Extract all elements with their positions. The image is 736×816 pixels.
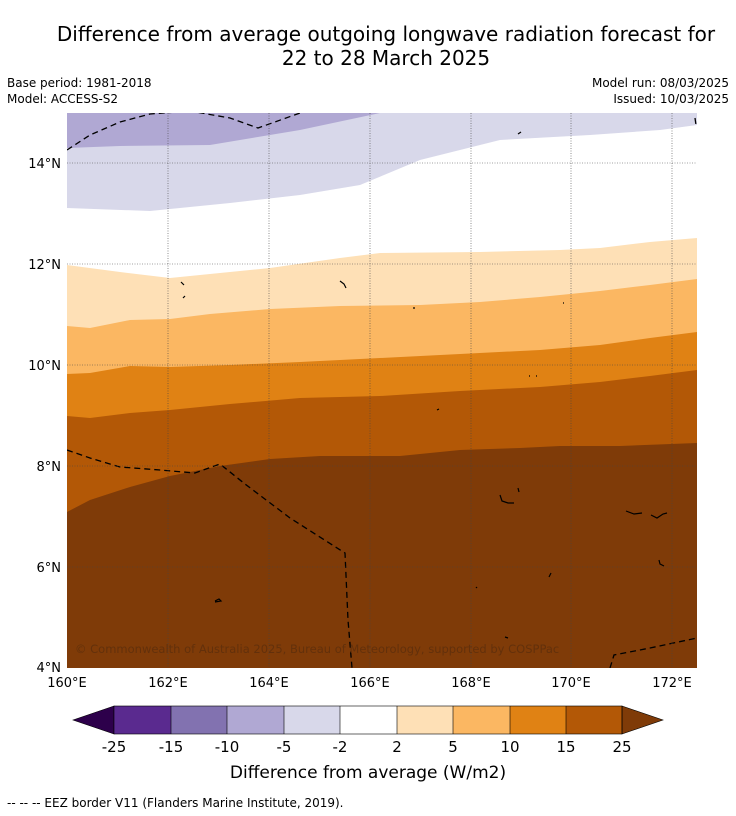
islands (180, 131, 668, 639)
colorbar-tick-label: 2 (392, 738, 402, 756)
band-above-25 (67, 443, 697, 668)
lat-tick-label: 4°N (37, 661, 62, 676)
lat-tick-label: 12°N (28, 258, 61, 273)
colorbar-low-arrow (72, 705, 115, 735)
colorbar-segment (453, 706, 510, 734)
base-period: Base period: 1981-2018 (7, 76, 152, 90)
lon-tick-label: 162°E (148, 676, 188, 691)
lat-tick-label: 14°N (28, 157, 61, 172)
title-line-2: 22 to 28 March 2025 (281, 46, 491, 70)
lon-tick-labels: 160°E 162°E 164°E 166°E 168°E 170°E 172°… (47, 676, 692, 691)
colorbar-high-arrow (621, 705, 664, 735)
meta-left: Base period: 1981-2018 Model: ACCESS-S2 (7, 75, 152, 107)
colorbar-segment (340, 706, 397, 734)
model-name: Model: ACCESS-S2 (7, 92, 119, 106)
colorbar-tick-label: 5 (448, 738, 458, 756)
eez-legend: -- -- -- EEZ border V11 (Flanders Marine… (7, 796, 344, 810)
meta-right: Model run: 08/03/2025 Issued: 10/03/2025 (592, 75, 729, 107)
colorbar-tick-label: -25 (102, 738, 127, 756)
contour-fields (67, 113, 697, 668)
lon-tick-label: 160°E (47, 676, 87, 691)
colorbar-tick-label: -5 (277, 738, 292, 756)
colorbar-tick-label: 25 (612, 738, 631, 756)
colorbar-segment (397, 706, 453, 734)
colorbar-segment (284, 706, 340, 734)
lon-tick-label: 164°E (249, 676, 289, 691)
colorbar: -25 -15 -10 -5 -2 2 5 10 15 25 Differenc… (72, 705, 664, 783)
band-minus10-minus5 (67, 113, 380, 148)
lat-tick-label: 10°N (28, 359, 61, 374)
lat-tick-label: 6°N (37, 561, 62, 576)
colorbar-tick-label: -15 (159, 738, 184, 756)
colorbar-segment (510, 706, 566, 734)
colorbar-tick-label: 15 (556, 738, 575, 756)
colorbar-tick-label: -2 (333, 738, 348, 756)
lat-tick-labels: 4°N 6°N 8°N 10°N 12°N 14°N (28, 157, 61, 676)
colorbar-label: Difference from average (W/m2) (230, 763, 506, 783)
chart-title: Difference from average outgoing longwav… (0, 22, 736, 70)
title-line-1: Difference from average outgoing longwav… (56, 22, 716, 46)
eez-borders (67, 113, 697, 668)
lon-tick-label: 172°E (652, 676, 692, 691)
colorbar-tick-label: -10 (215, 738, 240, 756)
lat-tick-label: 8°N (37, 460, 62, 475)
copyright-text: © Commonwealth of Australia 2025, Bureau… (75, 642, 559, 656)
colorbar-segment (171, 706, 227, 734)
gridlines (67, 113, 697, 668)
lon-tick-label: 166°E (350, 676, 390, 691)
issued-date: Issued: 10/03/2025 (613, 92, 729, 106)
lon-tick-label: 170°E (551, 676, 591, 691)
model-run: Model run: 08/03/2025 (591, 76, 729, 90)
lon-tick-label: 168°E (451, 676, 491, 691)
colorbar-tick-label: 10 (500, 738, 519, 756)
colorbar-segment (114, 706, 171, 734)
colorbar-segment (566, 706, 622, 734)
colorbar-segment (227, 706, 284, 734)
